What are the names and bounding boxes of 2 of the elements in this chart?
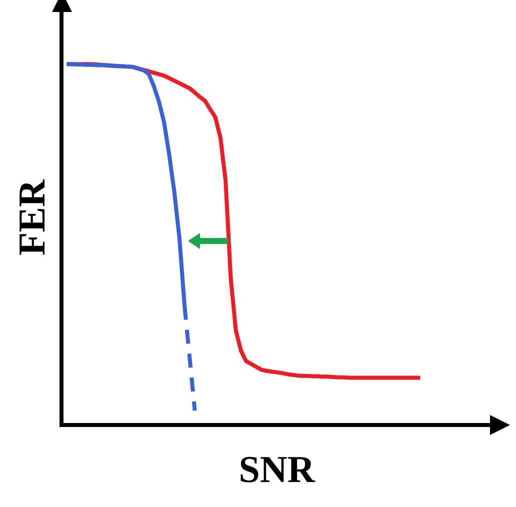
x-axis-title: SNR xyxy=(238,449,316,492)
y-axis-title: FER xyxy=(12,178,54,256)
